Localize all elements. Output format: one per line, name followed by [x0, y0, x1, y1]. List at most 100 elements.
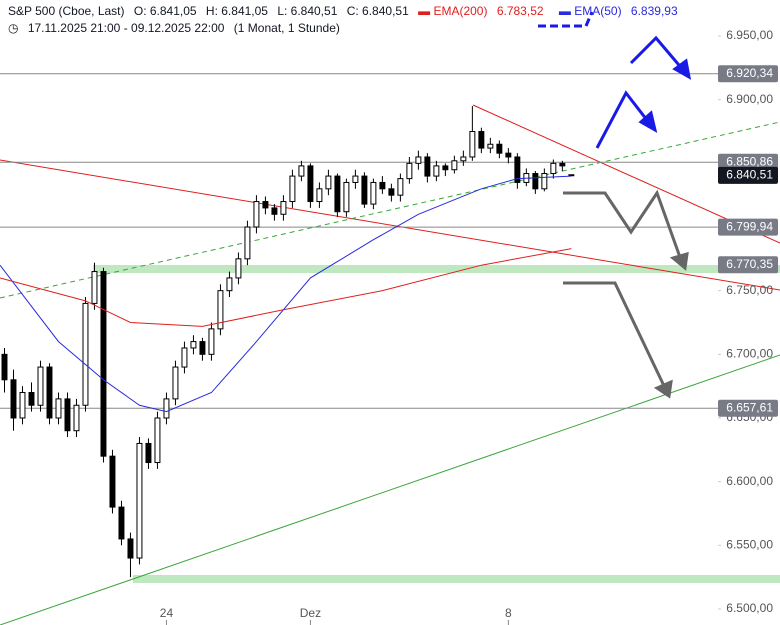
candle-body: [46, 366, 53, 419]
price-label-box: [718, 153, 778, 171]
ohlc: H: 6.841,05: [205, 4, 268, 18]
price-label: 6.799,94: [726, 219, 773, 233]
candle-body: [478, 131, 485, 149]
candle-body: [325, 175, 332, 190]
legend-ema200: ▬ EMA(200) 6.783,52: [418, 4, 544, 18]
candle-body: [334, 175, 341, 213]
candle-body: [451, 160, 458, 171]
y-tick-label: 6.500,00: [726, 601, 773, 615]
legend-value: 6.839,93: [630, 4, 678, 18]
candle-body: [37, 366, 44, 406]
candle-body: [352, 175, 359, 183]
candle-body: [559, 162, 566, 167]
y-tick-label: 6.600,00: [726, 474, 773, 488]
candle-body: [100, 271, 107, 457]
candle-body: [496, 143, 503, 154]
price-label: 6.920,34: [726, 66, 773, 80]
arrow: [538, 11, 594, 28]
candle-body: [541, 173, 548, 190]
price-label: 6.840,51: [726, 168, 773, 182]
candle-body: [415, 156, 422, 164]
arrow: [595, 90, 652, 149]
price-label-box: [718, 218, 778, 236]
y-tick-label: 6.750,00: [726, 283, 773, 297]
price-label-box: [718, 399, 778, 417]
candle-body: [469, 131, 476, 158]
candle-body: [505, 152, 512, 158]
price-label: 6.657,61: [726, 400, 773, 414]
arrow: [563, 189, 683, 261]
header-row: ◷ 17.11.2025 21:00 - 09.12.2025 22:00 (1…: [8, 21, 340, 35]
candle-body: [208, 328, 215, 355]
candle-body: [1, 353, 8, 381]
candle-body: [406, 162, 413, 180]
legend-label: EMA(50): [574, 4, 622, 18]
header-row: S&P 500 (Cboe, Last) O: 6.841,05 H: 6.84…: [8, 4, 690, 18]
candle-body: [145, 442, 152, 464]
trend-line: [0, 121, 780, 299]
x-tick-label: Dez: [300, 606, 321, 620]
candle-body: [244, 226, 251, 260]
ema-line: [0, 175, 572, 413]
candle-body: [181, 347, 188, 368]
candle-body: [460, 156, 467, 162]
candle-body: [163, 398, 170, 419]
ohlc: C: 6.840,51: [346, 4, 409, 18]
candle-body: [307, 165, 314, 203]
y-tick-label: 6.950,00: [726, 28, 773, 42]
candle-body: [424, 156, 431, 177]
candle-body: [316, 188, 323, 203]
candle-body: [73, 404, 80, 432]
candle-body: [127, 538, 134, 559]
price-label: 6.850,86: [726, 154, 773, 168]
x-tick-label: 8: [505, 606, 512, 620]
arrow-head: [653, 379, 673, 399]
candle-body: [109, 455, 116, 508]
candle-body: [136, 442, 143, 559]
candle-body: [118, 506, 125, 540]
support-zone: [93, 265, 780, 273]
candle-body: [235, 258, 242, 279]
candle-body: [28, 392, 35, 406]
symbol: S&P 500 (Cboe, Last): [8, 4, 125, 18]
candle-body: [10, 379, 17, 419]
candle-body: [253, 201, 260, 228]
candle-body: [199, 341, 206, 355]
arrow: [629, 35, 686, 72]
trend-line: [0, 354, 780, 625]
annotations: [538, 11, 692, 399]
arrow-head: [669, 251, 689, 271]
candle-body: [514, 156, 521, 183]
candle-body: [190, 341, 197, 349]
candle-body: [55, 398, 62, 419]
candle-body: [361, 175, 368, 205]
legend-ema50: ▬ EMA(50) 6.839,93: [558, 4, 678, 18]
ohlc: O: 6.841,05: [133, 4, 197, 18]
candle-body: [226, 277, 233, 292]
candle-body: [19, 392, 26, 419]
price-label-box: [718, 256, 778, 274]
candle-body: [64, 398, 71, 432]
candle-body: [388, 188, 395, 196]
candle-body: [433, 165, 440, 177]
candle-body: [154, 417, 161, 464]
candle-body: [280, 201, 287, 215]
candle-body: [442, 165, 449, 171]
x-tick-label: 24: [160, 606, 174, 620]
candle-body: [91, 271, 98, 304]
candle-body: [82, 302, 89, 406]
candle-body: [379, 181, 386, 190]
candle-body: [343, 181, 350, 213]
candle-body: [370, 181, 377, 205]
candle-body: [298, 165, 305, 177]
candle-body: [397, 178, 404, 196]
candle-body: [487, 143, 494, 149]
ema-line: [0, 248, 572, 327]
y-tick-label: 6.900,00: [726, 92, 773, 106]
ohlc: L: 6.840,51: [277, 4, 338, 18]
candle-body: [262, 201, 269, 209]
legend-label: EMA(200): [433, 4, 488, 18]
candle-body: [550, 162, 557, 175]
